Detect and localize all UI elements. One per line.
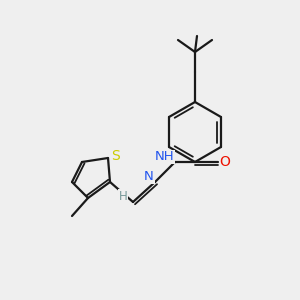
Text: H: H	[118, 190, 127, 202]
Text: NH: NH	[155, 151, 175, 164]
Text: N: N	[144, 170, 154, 184]
Text: S: S	[112, 149, 120, 163]
Text: O: O	[220, 155, 230, 169]
